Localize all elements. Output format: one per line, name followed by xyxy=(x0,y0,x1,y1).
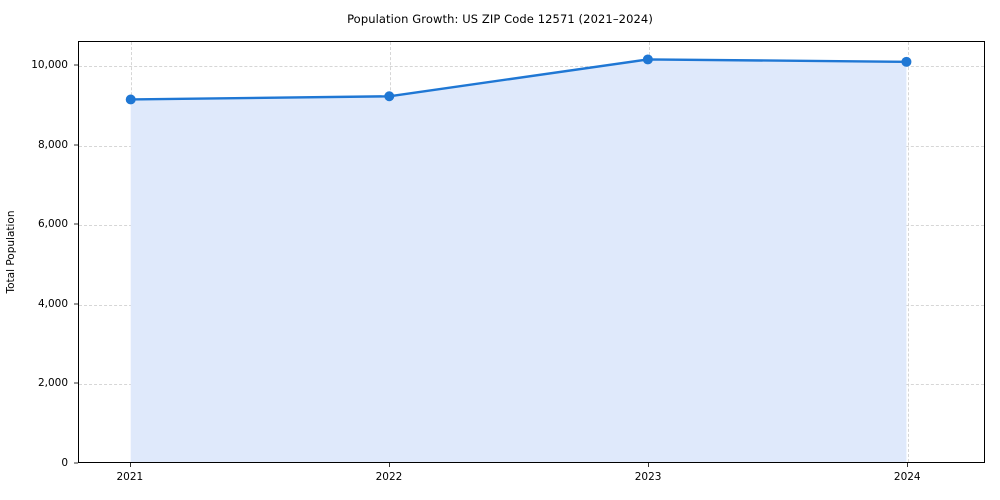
y-tick-mark xyxy=(74,64,78,66)
x-tick-mark xyxy=(388,463,390,467)
area-fill xyxy=(130,59,907,462)
gridline-vertical xyxy=(908,42,910,462)
x-tick-label: 2021 xyxy=(116,471,144,483)
y-tick-mark xyxy=(74,462,78,464)
x-tick-mark xyxy=(129,463,131,467)
data-point-markers xyxy=(125,54,912,105)
x-tick-mark xyxy=(648,463,650,467)
data-point-marker xyxy=(901,56,912,67)
y-tick-mark xyxy=(74,382,78,384)
y-tick-label: 8,000 xyxy=(37,138,68,151)
chart-title: Population Growth: US ZIP Code 12571 (20… xyxy=(347,12,653,26)
gridline-horizontal xyxy=(79,65,984,67)
y-tick-label: 0 xyxy=(61,457,68,469)
x-tick-mark xyxy=(907,463,909,467)
data-point-marker xyxy=(125,94,136,105)
y-tick-mark xyxy=(74,144,78,145)
x-tick-label: 2022 xyxy=(375,471,403,483)
x-tick-label: 2023 xyxy=(634,471,662,483)
y-tick-mark xyxy=(74,223,78,225)
line-path xyxy=(129,58,908,101)
population-series xyxy=(125,54,912,462)
data-point-marker xyxy=(384,91,395,102)
y-tick-label: 10,000 xyxy=(31,58,68,71)
plot-area xyxy=(78,41,985,463)
x-tick-label: 2024 xyxy=(893,471,921,483)
y-tick-label: 4,000 xyxy=(37,297,68,310)
y-tick-label: 6,000 xyxy=(37,218,68,231)
y-tick-label: 2,000 xyxy=(37,377,68,390)
data-point-marker xyxy=(642,54,653,65)
y-tick-mark xyxy=(74,303,78,305)
